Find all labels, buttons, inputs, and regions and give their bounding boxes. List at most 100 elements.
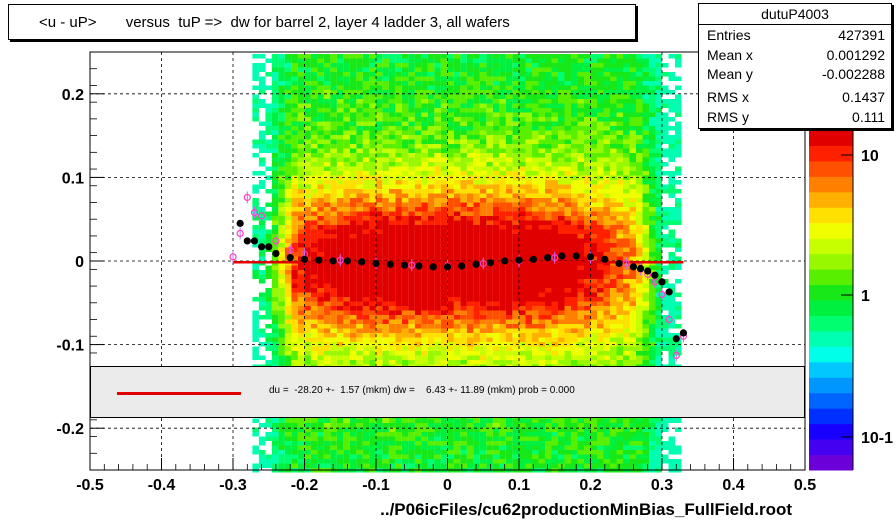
heat-cell [551, 315, 558, 320]
heat-cell [382, 103, 389, 108]
heat-cell [466, 351, 474, 356]
heat-cell [519, 94, 526, 99]
heat-cell [597, 202, 604, 207]
heat-cell [453, 211, 461, 216]
heat-cell [538, 216, 545, 221]
heat-cell [545, 432, 552, 437]
heat-cell [499, 234, 506, 239]
heat-cell [401, 76, 409, 81]
heat-cell [434, 189, 441, 194]
heat-cell [466, 225, 474, 230]
heat-cell [427, 315, 435, 320]
heat-cell [453, 247, 461, 252]
heat-cell [421, 207, 428, 212]
heat-cell [375, 324, 383, 329]
heat-cell [525, 450, 532, 455]
heat-cell [460, 279, 467, 284]
heat-cell [258, 121, 266, 126]
heat-cell [473, 270, 480, 275]
heat-cell [278, 189, 285, 194]
heat-cell [252, 76, 259, 81]
heat-cell [284, 441, 292, 446]
heat-cell [545, 238, 552, 243]
heat-cell [545, 81, 552, 86]
heat-cell [545, 67, 552, 72]
heat-cell [440, 279, 448, 284]
heat-cell [421, 148, 428, 153]
heat-cell [590, 117, 597, 122]
heat-cell [532, 225, 539, 230]
heat-cell [317, 67, 324, 72]
heat-cell [310, 346, 318, 351]
heat-cell [349, 166, 357, 171]
heat-cell [434, 360, 441, 365]
heat-cell [408, 94, 415, 99]
heat-cell [278, 121, 285, 126]
heat-cell [382, 162, 389, 167]
heat-cell [505, 423, 513, 428]
heat-cell [512, 130, 519, 135]
heat-cell [551, 301, 558, 306]
heat-cell [304, 180, 311, 185]
heat-cell [336, 139, 344, 144]
heat-cell [310, 445, 318, 450]
heat-cell [395, 432, 402, 437]
heat-cell [532, 306, 539, 311]
heat-cell [317, 144, 324, 149]
heat-cell [258, 459, 266, 464]
heat-cell [382, 90, 389, 95]
heat-cell [330, 157, 337, 162]
heat-cell [291, 220, 298, 225]
heat-cell [499, 355, 506, 360]
heat-cell [584, 436, 591, 441]
heat-cell [427, 148, 435, 153]
heat-cell [440, 198, 448, 203]
heat-cell [356, 279, 363, 284]
heat-cell [375, 229, 383, 234]
heat-cell [466, 463, 474, 468]
heat-cell [460, 355, 467, 360]
heat-cell [577, 234, 584, 239]
heat-cell [486, 252, 493, 257]
heat-cell [421, 337, 428, 342]
heat-cell [388, 319, 396, 324]
heat-cell [414, 283, 422, 288]
heat-cell [584, 162, 591, 167]
heat-cell [323, 441, 331, 446]
heat-cell [571, 121, 578, 126]
heat-cell [356, 319, 363, 324]
heat-cell [375, 418, 383, 423]
heat-cell [558, 108, 565, 113]
heat-cell [473, 189, 480, 194]
heat-cell [408, 427, 415, 432]
heat-cell [603, 144, 610, 149]
heat-cell [505, 432, 513, 437]
heat-cell [558, 166, 565, 171]
heat-cell [551, 427, 558, 432]
heat-cell [447, 256, 454, 261]
heat-cell [271, 360, 279, 365]
heat-cell [310, 454, 318, 459]
heat-cell [271, 418, 279, 423]
heat-cell [564, 256, 571, 261]
heat-cell [460, 130, 467, 135]
heat-cell [271, 346, 279, 351]
heat-cell [584, 58, 591, 63]
heat-cell [447, 135, 454, 140]
heat-cell [603, 58, 610, 63]
heat-cell [304, 108, 311, 113]
heat-cell [492, 130, 500, 135]
heat-cell [375, 265, 383, 270]
heat-cell [395, 220, 402, 225]
heat-cell [551, 108, 558, 113]
heat-cell [460, 436, 467, 441]
heat-cell [278, 310, 285, 315]
heat-cell [532, 351, 539, 356]
heat-cell [499, 427, 506, 432]
heat-cell [492, 355, 500, 360]
heat-cell [408, 360, 415, 365]
heat-cell [434, 112, 441, 117]
heat-cell [466, 243, 474, 248]
heat-cell [577, 319, 584, 324]
heat-cell [453, 445, 461, 450]
